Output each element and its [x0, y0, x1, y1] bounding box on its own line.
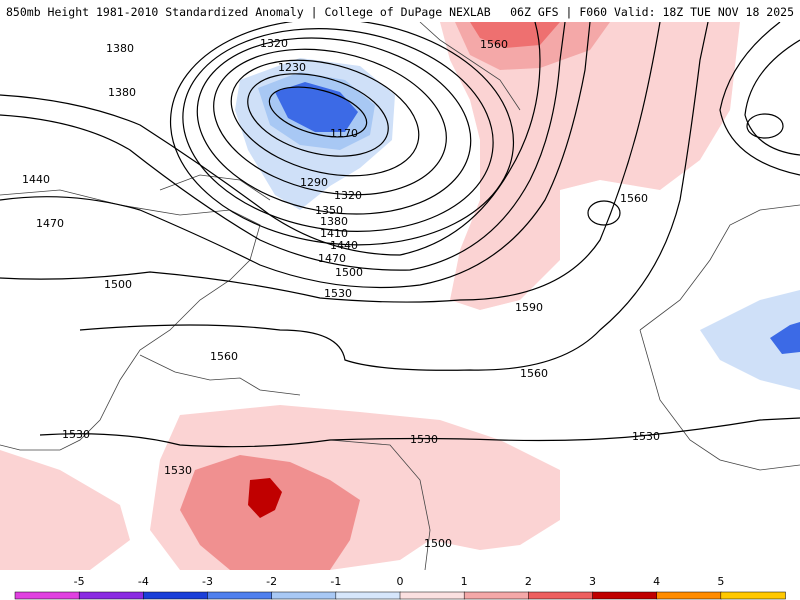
contour-label: 1560	[620, 192, 648, 205]
color-scale-segment	[143, 591, 209, 600]
color-scale-tick-label: 4	[653, 575, 660, 588]
contour-label: 1500	[104, 278, 132, 291]
contour-label: 1380	[108, 86, 136, 99]
positive-anomaly-tropics-peak	[248, 478, 282, 518]
contour-label: 1380	[320, 215, 348, 228]
contour-label: 1320	[334, 189, 362, 202]
negative-anomaly-east	[700, 290, 800, 390]
color-scale-bar: -5 -4 -3 -2 -1 0 1 2 3 4 5	[14, 575, 786, 600]
height-contours	[0, 22, 800, 448]
color-scale-tick-label: -1	[330, 575, 341, 588]
color-scale-segment	[528, 591, 594, 600]
contour-label: 1350	[315, 204, 343, 217]
contour-label: 1170	[330, 127, 358, 140]
color-scale-tick-label: -5	[74, 575, 85, 588]
color-scale-ticks: -5 -4 -3 -2 -1 0 1 2 3 4 5	[74, 575, 725, 588]
contour-label: 1320	[260, 37, 288, 50]
color-scale-segment	[592, 591, 658, 600]
color-scale-segment	[271, 591, 337, 600]
color-scale-segment	[78, 591, 145, 600]
contour-label: 1410	[320, 227, 348, 240]
color-scale-segment	[399, 591, 465, 600]
contour-label: 1230	[278, 61, 306, 74]
contour-label: 1530	[164, 464, 192, 477]
color-scale-segment	[720, 591, 786, 600]
contour-label: 1560	[480, 38, 508, 51]
contour-label: 1440	[22, 173, 50, 186]
color-scale-segments	[14, 591, 786, 600]
negative-anomaly-east-core	[770, 322, 800, 354]
positive-anomaly-southwest	[0, 450, 130, 570]
contour-label: 1530	[62, 428, 90, 441]
positive-anomaly-north-peak	[470, 22, 560, 48]
contour-label: 1440	[330, 239, 358, 252]
color-scale-tick-label: 2	[525, 575, 532, 588]
color-scale-tick-label: -2	[266, 575, 277, 588]
contour-label: 1470	[318, 252, 346, 265]
contour-label: 1560	[210, 350, 238, 363]
contour-label: 1530	[410, 433, 438, 446]
contour-labels: 1380 1380 1320 1230 1170 1560 1440 1470 …	[22, 37, 660, 550]
contour-label: 1290	[300, 176, 328, 189]
contour-label: 1530	[632, 430, 660, 443]
color-scale-tick-label: 3	[589, 575, 596, 588]
contour-label: 1530	[324, 287, 352, 300]
contour-label: 1500	[335, 266, 363, 279]
color-scale-segment	[207, 591, 273, 600]
coastlines	[0, 22, 800, 570]
color-scale-tick-label: -3	[202, 575, 213, 588]
color-scale-tick-label: 5	[717, 575, 724, 588]
contour-label: 1470	[36, 217, 64, 230]
color-scale-segment	[14, 591, 80, 600]
contour-label: 1590	[515, 301, 543, 314]
color-scale-segment	[335, 591, 401, 600]
color-scale-tick-label: 1	[461, 575, 468, 588]
color-scale-tick-label: -4	[138, 575, 149, 588]
color-scale-tick-label: 0	[397, 575, 404, 588]
anomaly-map: 1380 1380 1320 1230 1170 1560 1440 1470 …	[0, 22, 800, 570]
positive-anomaly-north	[440, 22, 740, 310]
model-run-info: 06Z GFS | F060 Valid: 18Z TUE NOV 18 202…	[510, 5, 794, 19]
negative-anomaly-low-core	[275, 82, 358, 132]
header: 850mb Height 1981-2010 Standardized Anom…	[0, 0, 800, 22]
map-title: 850mb Height 1981-2010 Standardized Anom…	[6, 5, 491, 19]
color-scale-segment	[463, 591, 530, 600]
contour-label: 1500	[424, 537, 452, 550]
contour-label: 1560	[520, 367, 548, 380]
contour-label: 1380	[106, 42, 134, 55]
anomaly-shading	[0, 22, 800, 570]
color-scale-segment	[656, 591, 722, 600]
